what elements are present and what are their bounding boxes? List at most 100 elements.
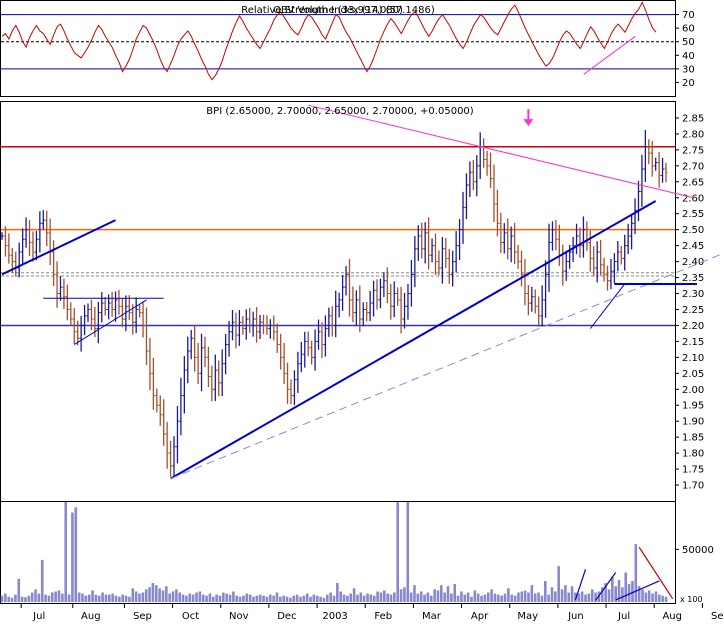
price-bar-60 bbox=[206, 346, 211, 388]
volume-bar-110 bbox=[369, 594, 373, 602]
price-bar-112 bbox=[385, 267, 389, 304]
price-bar-36 bbox=[124, 295, 128, 332]
volume-bar-98 bbox=[329, 592, 332, 602]
price-bar-190 bbox=[654, 157, 658, 171]
volume-bar-131 bbox=[440, 585, 443, 602]
volume-bar-83 bbox=[279, 596, 282, 602]
volume-bar-74 bbox=[248, 594, 252, 602]
price-trendline-6 bbox=[589, 283, 626, 329]
price-bar-135 bbox=[464, 173, 469, 219]
price-bar-149 bbox=[513, 222, 517, 264]
volume-bar-127 bbox=[426, 592, 430, 602]
volume-bar-50 bbox=[168, 593, 171, 602]
price-bar-95 bbox=[327, 307, 331, 337]
price-bar-43 bbox=[148, 338, 152, 391]
volume-bar-112 bbox=[376, 591, 379, 602]
price-bar-126 bbox=[433, 233, 438, 275]
price-bar-57 bbox=[196, 342, 200, 385]
volume-bar-12 bbox=[40, 559, 44, 602]
price-bar-119 bbox=[409, 260, 414, 307]
price-bar-158 bbox=[543, 260, 548, 318]
price-bar-139 bbox=[478, 132, 482, 179]
volume-bar-79 bbox=[265, 596, 269, 602]
volume-bar-94 bbox=[315, 595, 319, 602]
volume-bar-121 bbox=[406, 502, 410, 602]
price-bar-62 bbox=[213, 354, 217, 402]
price-bar-180 bbox=[619, 245, 623, 265]
volume-bar-173 bbox=[580, 591, 584, 602]
price-bar-188 bbox=[647, 139, 651, 165]
price-tick-label-2.15: 2.15 bbox=[682, 337, 704, 348]
price-bar-110 bbox=[378, 278, 383, 309]
price-bar-172 bbox=[592, 246, 596, 277]
volume-trendline-0 bbox=[574, 569, 587, 601]
volume-bar-86 bbox=[289, 597, 292, 602]
volume-bar-135 bbox=[453, 584, 457, 602]
rsi-tick-label-70: 70 bbox=[682, 10, 695, 21]
volume-bar-72 bbox=[242, 595, 245, 602]
price-bar-50 bbox=[172, 436, 176, 477]
price-tick-label-2.70: 2.70 bbox=[682, 161, 704, 172]
price-bar-92 bbox=[316, 319, 321, 350]
price-tick-label-2.55: 2.55 bbox=[682, 209, 704, 220]
price-bar-102 bbox=[351, 286, 355, 323]
volume-bar-163 bbox=[547, 594, 550, 602]
price-bar-165 bbox=[568, 244, 572, 269]
volume-bar-88 bbox=[295, 594, 299, 602]
price-bar-129 bbox=[444, 237, 448, 269]
price-bar-84 bbox=[289, 379, 293, 405]
volume-bar-97 bbox=[325, 594, 329, 602]
price-bar-163 bbox=[561, 244, 565, 286]
volume-bar-155 bbox=[520, 591, 524, 602]
x-tick-label-11: Jun bbox=[567, 611, 584, 622]
price-bar-70 bbox=[241, 316, 245, 335]
volume-bar-190 bbox=[637, 586, 641, 602]
price-bar-130 bbox=[447, 248, 451, 284]
volume-bar-175 bbox=[587, 593, 591, 602]
price-bar-80 bbox=[275, 323, 279, 353]
price-bar-81 bbox=[279, 333, 283, 370]
volume-bar-101 bbox=[339, 591, 343, 602]
volume-bar-32 bbox=[108, 594, 111, 602]
volume-bar-29 bbox=[97, 595, 101, 602]
volume-bar-5 bbox=[17, 578, 21, 602]
price-bar-55 bbox=[189, 329, 193, 360]
volume-bar-189 bbox=[634, 544, 638, 602]
rsi-series-line-0 bbox=[1, 1, 657, 81]
volume-bar-198 bbox=[664, 596, 668, 602]
price-trendline-0 bbox=[1, 219, 116, 276]
volume-bar-137 bbox=[460, 591, 463, 602]
volume-bar-158 bbox=[530, 585, 534, 602]
volume-bar-21 bbox=[71, 512, 74, 602]
volume-tick-label: 50000 bbox=[682, 545, 714, 556]
volume-bar-117 bbox=[393, 592, 396, 602]
price-bar-49 bbox=[168, 440, 173, 477]
volume-bar-8 bbox=[27, 595, 31, 602]
rsi-tick-label-60: 60 bbox=[682, 24, 695, 35]
price-bar-182 bbox=[626, 223, 630, 255]
volume-bar-144 bbox=[483, 594, 487, 602]
volume-bar-42 bbox=[141, 592, 145, 602]
price-trendline-4 bbox=[170, 252, 724, 480]
price-bar-189 bbox=[650, 140, 654, 177]
price-bar-33 bbox=[113, 291, 118, 322]
price-bar-46 bbox=[158, 395, 162, 426]
x-tick-label-1: Aug bbox=[81, 611, 101, 622]
price-bar-146 bbox=[502, 223, 506, 254]
volume-bar-183 bbox=[614, 586, 617, 602]
volume-bar-171 bbox=[574, 592, 577, 602]
volume-bar-70 bbox=[235, 595, 239, 602]
volume-bar-172 bbox=[577, 593, 581, 602]
price-bar-178 bbox=[612, 253, 616, 284]
volume-bar-108 bbox=[362, 595, 366, 602]
rsi-panel-frame bbox=[0, 0, 676, 97]
price-bar-63 bbox=[217, 360, 221, 397]
volume-bar-56 bbox=[188, 593, 192, 602]
volume-bar-48 bbox=[161, 590, 165, 602]
price-bar-183 bbox=[629, 213, 634, 250]
price-bar-21 bbox=[72, 308, 76, 344]
price-bar-64 bbox=[220, 349, 224, 396]
volume-bar-132 bbox=[443, 592, 446, 602]
volume-bar-67 bbox=[225, 593, 228, 602]
price-bar-79 bbox=[272, 315, 276, 341]
